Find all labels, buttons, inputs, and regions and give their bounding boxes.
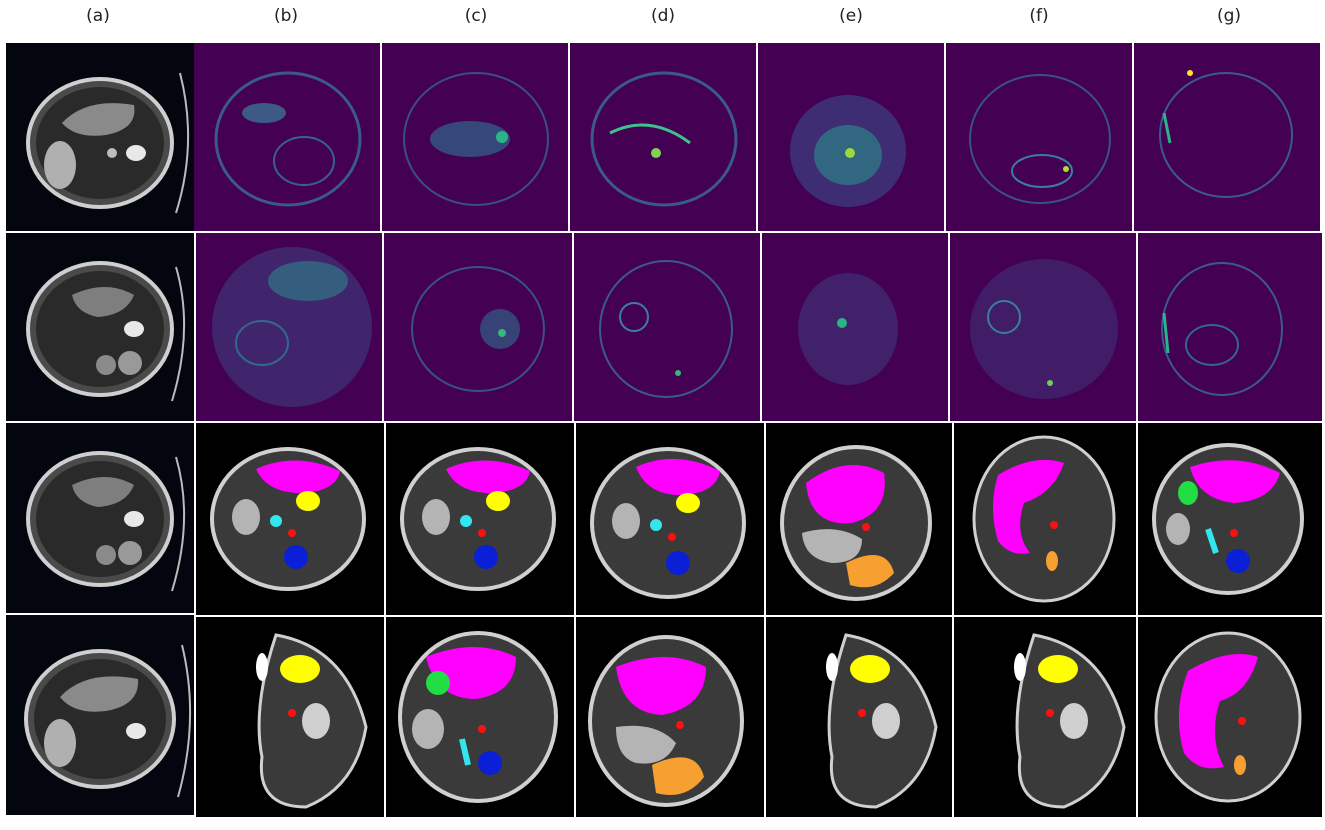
column-label-a: (a) [86, 6, 110, 26]
attention-map-b-row1 [194, 43, 380, 231]
attention-map-d-row2 [574, 233, 760, 421]
attention-map-f-row1 [946, 43, 1132, 231]
attention-map-d-row1 [570, 43, 756, 231]
attention-map-c-row2 [384, 233, 572, 421]
column-label-e: (e) [839, 6, 863, 26]
segmentation-f-row4 [954, 617, 1136, 817]
attention-map-g-row1 [1134, 43, 1320, 231]
attention-map-g-row2 [1138, 233, 1322, 421]
segmentation-b-row3 [196, 423, 384, 615]
segmentation-g-row4 [1138, 617, 1322, 817]
attention-map-f-row2 [950, 233, 1136, 421]
segmentation-b-row4 [196, 617, 384, 817]
column-label-b: (b) [273, 6, 299, 26]
segmentation-d-row3 [576, 423, 764, 615]
column-label-d: (d) [650, 6, 676, 26]
ct-slice-a-row3 [6, 423, 194, 613]
segmentation-e-row4 [766, 617, 952, 817]
column-label-c: (c) [464, 6, 488, 26]
segmentation-d-row4 [576, 617, 764, 817]
segmentation-c-row3 [386, 423, 574, 615]
attention-map-e-row1 [758, 43, 944, 231]
attention-map-e-row2 [762, 233, 948, 421]
segmentation-e-row3 [766, 423, 952, 615]
attention-map-b-row2 [196, 233, 382, 421]
column-label-g: (g) [1216, 6, 1242, 26]
segmentation-f-row3 [954, 423, 1136, 615]
attention-map-c-row1 [382, 43, 568, 231]
ct-slice-a-row4 [6, 615, 194, 815]
ct-slice-a-row1 [6, 43, 194, 231]
segmentation-c-row4 [386, 617, 574, 817]
column-label-f: (f) [1029, 6, 1049, 26]
segmentation-g-row3 [1138, 423, 1322, 615]
ct-slice-a-row2 [6, 233, 194, 421]
